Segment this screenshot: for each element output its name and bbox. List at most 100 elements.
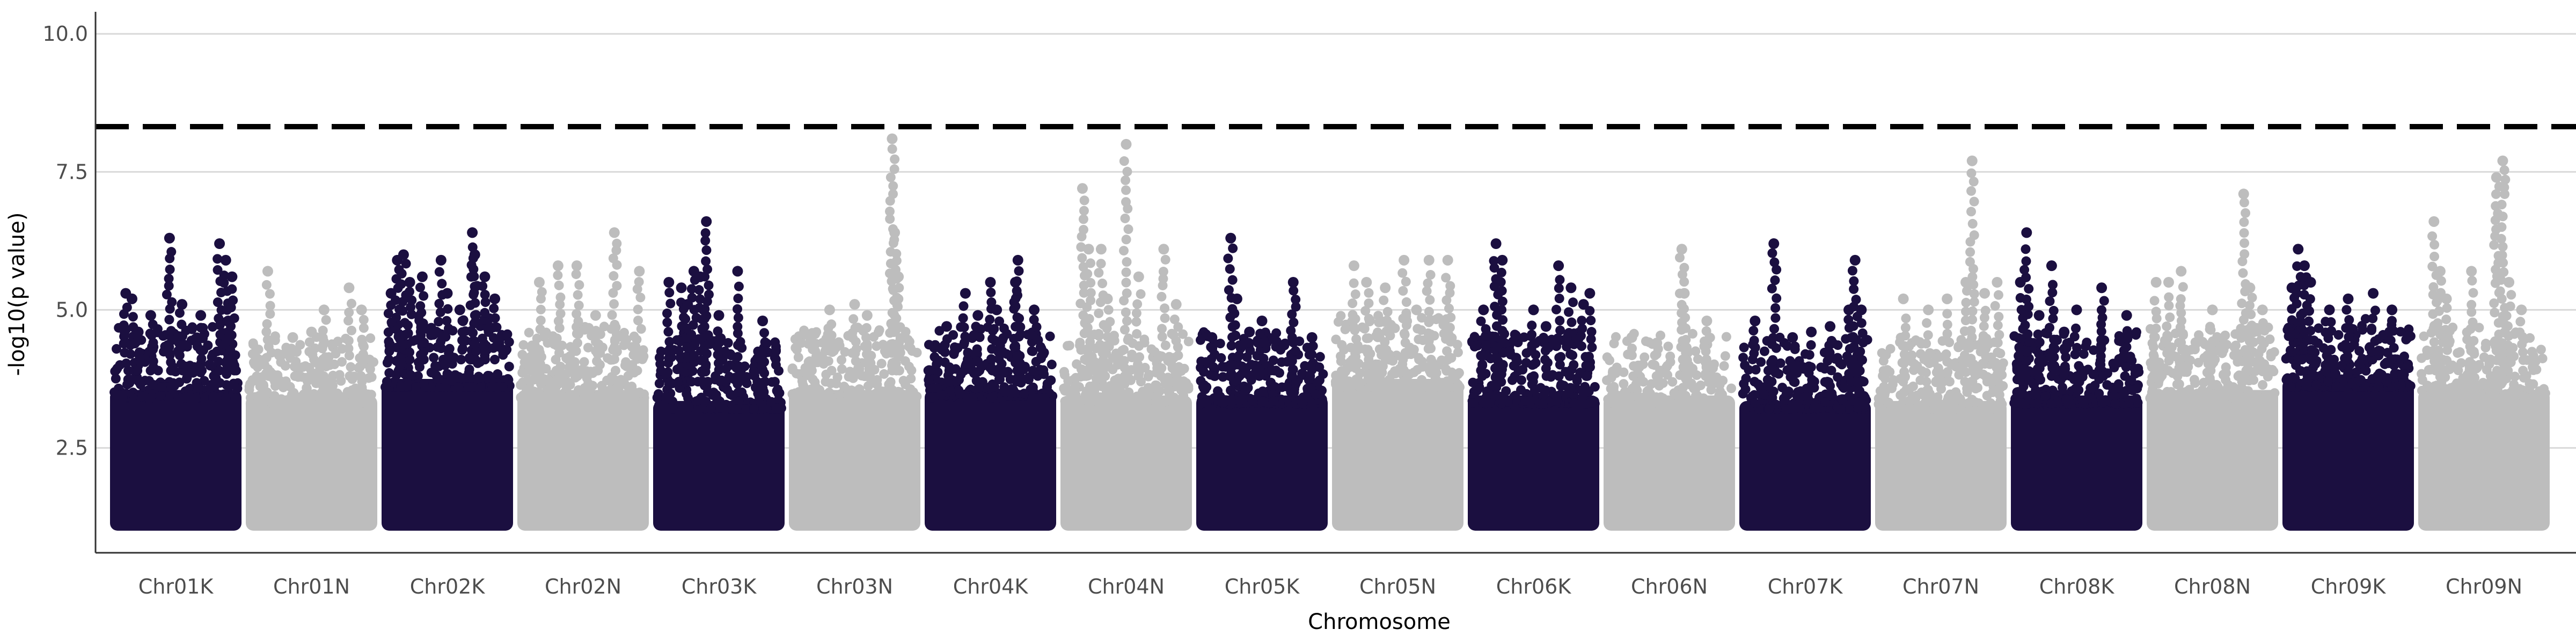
data-point [1331, 370, 1341, 380]
data-point [1969, 289, 1979, 299]
data-point [2029, 389, 2039, 399]
data-point [1379, 295, 1389, 305]
data-point [1527, 330, 1537, 340]
data-point [1059, 367, 1070, 377]
data-point [468, 328, 478, 338]
data-point [1172, 371, 1182, 381]
data-point [364, 354, 375, 364]
data-point [1768, 238, 1780, 249]
data-point [2265, 334, 2275, 345]
data-point [2122, 326, 2132, 336]
data-point [805, 332, 816, 343]
data-point [1535, 383, 1546, 393]
data-point [876, 358, 887, 369]
data-point [136, 357, 146, 368]
data-point [1070, 398, 1080, 408]
data-point [1837, 394, 1847, 404]
data-point [403, 328, 413, 339]
data-point [1274, 368, 1284, 378]
data-point [1675, 398, 1686, 408]
point-mass [789, 390, 920, 531]
data-point [1441, 273, 1451, 283]
data-point [1348, 355, 1358, 364]
data-point [1101, 348, 1111, 358]
data-point [342, 387, 353, 397]
data-point [1306, 361, 1316, 371]
data-point [407, 295, 417, 305]
data-point [687, 366, 698, 376]
data-point [2233, 371, 2243, 381]
data-point [1425, 270, 1436, 280]
data-point [1382, 306, 1393, 317]
data-point [1245, 346, 1255, 356]
data-point [887, 144, 897, 154]
point-mass [1060, 395, 1192, 531]
data-point [1961, 367, 1971, 377]
data-point [469, 249, 480, 260]
data-point [593, 365, 603, 376]
data-point [203, 340, 213, 350]
data-point [674, 377, 684, 387]
data-point [1268, 355, 1278, 365]
data-point [1578, 299, 1589, 310]
data-point [2096, 343, 2106, 354]
data-point [502, 329, 513, 339]
data-point [1789, 377, 1799, 387]
data-point [1441, 366, 1452, 376]
data-point [1921, 339, 1931, 349]
data-point [1102, 293, 1113, 304]
data-point [1121, 138, 1132, 150]
data-point [1097, 279, 1108, 289]
data-point [637, 347, 647, 357]
data-point [1967, 306, 1978, 316]
data-point [309, 389, 319, 399]
data-point [972, 344, 982, 354]
data-point [986, 297, 997, 308]
data-point [721, 364, 731, 374]
point-mass [246, 395, 377, 531]
data-point [1541, 371, 1552, 381]
point-mass [2147, 390, 2278, 531]
data-point [1333, 317, 1343, 327]
data-point [1701, 371, 1711, 381]
data-point [1489, 263, 1499, 273]
data-point [1426, 355, 1436, 364]
data-point [824, 304, 835, 316]
data-point [1492, 390, 1502, 400]
data-point [2207, 336, 2218, 346]
data-point [1540, 321, 1552, 332]
data-point [1012, 365, 1022, 376]
data-point [2096, 282, 2107, 294]
data-point [1425, 295, 1435, 305]
data-point [262, 334, 273, 345]
data-point [1768, 355, 1778, 365]
data-point [1132, 329, 1142, 339]
data-point [554, 280, 564, 290]
data-point [2219, 393, 2229, 403]
data-point [599, 321, 609, 332]
data-point [1496, 267, 1506, 277]
data-point [1979, 321, 1989, 331]
data-point [572, 309, 582, 319]
data-point [1584, 288, 1596, 299]
data-point [1110, 398, 1120, 408]
data-point [808, 345, 818, 355]
data-point [1481, 340, 1491, 350]
data-point [153, 365, 163, 376]
data-point [404, 277, 415, 288]
data-point [2246, 309, 2256, 319]
data-point [1804, 350, 1814, 360]
data-point [1691, 393, 1701, 403]
data-point [1770, 275, 1780, 286]
data-point [1967, 314, 1978, 325]
data-point [1764, 404, 1774, 414]
data-point [2204, 389, 2214, 399]
data-point [1807, 377, 1818, 387]
data-point [1395, 364, 1405, 374]
data-point [2256, 335, 2266, 345]
data-point [1132, 299, 1143, 309]
data-point [608, 345, 618, 355]
data-point [1154, 386, 1165, 397]
data-point [290, 371, 300, 381]
data-point [699, 341, 709, 352]
